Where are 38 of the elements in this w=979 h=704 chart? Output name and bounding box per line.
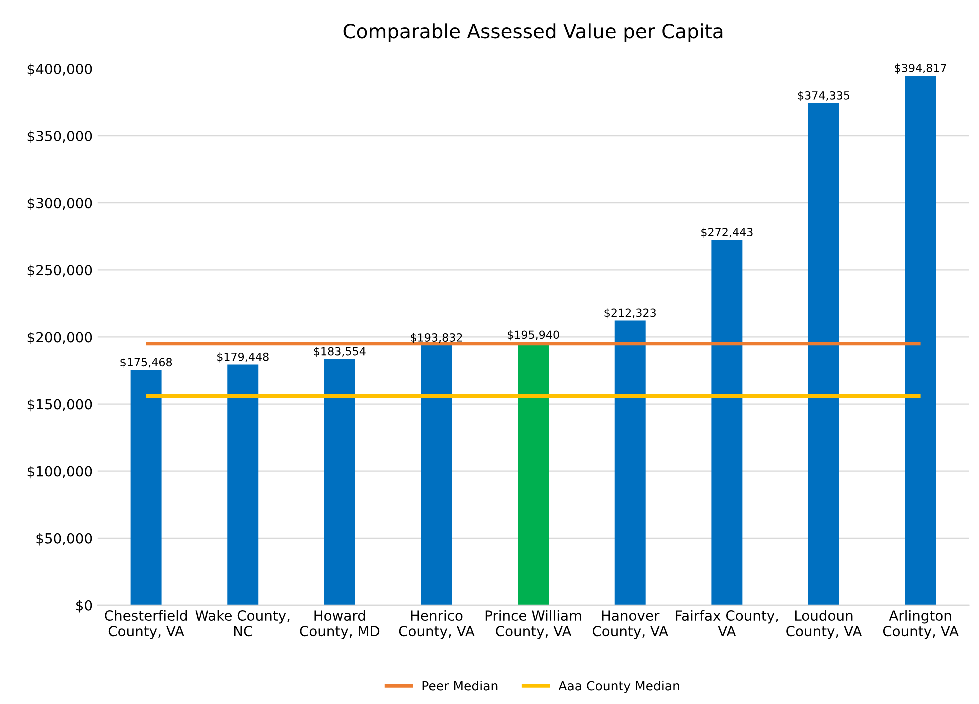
x-tick-label: Chesterfield County, VA: [105, 610, 188, 640]
y-tick-label: $200,000: [28, 332, 92, 345]
x-tick-label: Loudoun County, VA: [786, 610, 862, 640]
data-label: $183,554: [314, 347, 366, 358]
bar: [130, 370, 162, 606]
y-tick-label: $0: [76, 600, 92, 613]
bar: [324, 359, 356, 606]
bar: [228, 364, 259, 606]
x-tick-label: Howard County, MD: [300, 610, 380, 640]
data-label: $212,323: [604, 308, 656, 319]
bar: [808, 103, 840, 606]
x-tick-label: Fairfax County, VA: [676, 610, 778, 636]
bar: [905, 76, 936, 606]
bar: [614, 320, 646, 606]
y-tick-label: $300,000: [28, 198, 92, 210]
legend-label: Peer Median: [422, 681, 498, 691]
data-label: $193,832: [411, 333, 462, 344]
data-label: $272,443: [702, 228, 753, 238]
x-tick-label: Prince William County, VA: [486, 610, 582, 640]
data-label: $195,940: [508, 330, 560, 341]
data-label: $394,817: [895, 64, 946, 74]
y-tick-label: $400,000: [28, 64, 92, 76]
y-tick-label: $100,000: [28, 466, 92, 479]
data-label: $179,448: [218, 352, 269, 363]
y-tick-label: $150,000: [28, 398, 92, 412]
x-tick-label: Arlington County, VA: [883, 610, 959, 640]
data-label: $374,335: [798, 91, 850, 102]
y-tick-label: $350,000: [28, 130, 92, 144]
data-label: $175,468: [120, 358, 172, 368]
bar: [712, 240, 743, 606]
bar: [421, 345, 452, 606]
y-tick-label: $250,000: [28, 264, 92, 278]
x-tick-label: Henrico County, VA: [399, 610, 475, 640]
y-tick-label: $50,000: [36, 533, 92, 546]
legend-label: Aaa County Median: [558, 681, 680, 694]
x-tick-label: Wake County, NC: [196, 610, 290, 637]
chart-title: Comparable Assessed Value per Capita: [344, 24, 723, 42]
x-tick-label: Hanover County, VA: [592, 610, 668, 640]
